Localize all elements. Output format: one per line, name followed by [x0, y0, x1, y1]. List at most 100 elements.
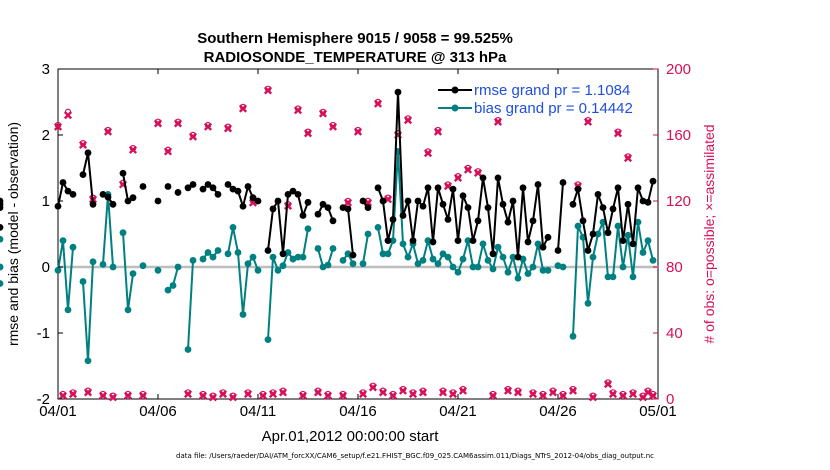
plot-area — [57, 68, 659, 400]
bias-point — [299, 253, 307, 261]
obs-assimilated-stroke — [198, 391, 208, 400]
x-tick-label: 04/16 — [339, 403, 377, 420]
rmse-point — [209, 184, 217, 192]
rmse-point — [154, 197, 162, 205]
y-tick-label-left: -2 — [37, 391, 50, 408]
obs-assimilated-point — [453, 173, 463, 182]
bias-point — [589, 253, 597, 261]
obs-assimilated-stroke — [343, 198, 353, 207]
rmse-point — [109, 200, 117, 208]
obs-assimilated-stroke — [53, 122, 63, 131]
rmse-point — [264, 247, 272, 254]
bias-point — [314, 245, 322, 252]
rmse-point — [129, 194, 137, 202]
obs-assimilated-point — [303, 129, 313, 138]
obs-assimilated-point — [353, 127, 363, 136]
bias-point — [64, 306, 72, 314]
bias-point — [584, 299, 592, 307]
x-tick-label: 05/01 — [639, 403, 677, 420]
bias-point — [449, 263, 457, 271]
obs-assimilated-point — [618, 391, 628, 400]
bias-point — [129, 270, 137, 277]
obs-assimilated-stroke — [108, 393, 118, 402]
rmse-point — [164, 183, 172, 190]
rmse-point — [644, 198, 652, 206]
rmse-point — [424, 184, 432, 192]
legend-box — [430, 75, 652, 117]
rmse-point — [199, 185, 207, 193]
y-tick-label-right: 80 — [666, 259, 683, 276]
bias-point — [414, 260, 422, 268]
rmse-point — [254, 197, 262, 205]
rmse-point — [84, 149, 92, 157]
rmse-point — [454, 237, 462, 245]
bias-point — [604, 273, 612, 281]
rmse-point — [609, 205, 617, 213]
y-tick-label-right: 120 — [666, 193, 691, 210]
obs-assimilated-stroke — [128, 145, 138, 154]
rmse-point — [524, 238, 532, 246]
obs-assimilated-stroke — [263, 86, 273, 95]
obs-assimilated-point — [228, 393, 238, 402]
rmse-point — [79, 171, 87, 179]
obs-assimilated-stroke — [608, 390, 618, 399]
rmse-point — [519, 184, 527, 192]
rmse-point — [274, 197, 282, 205]
obs-assimilated-stroke — [188, 132, 198, 141]
obs-assimilated-stroke — [353, 127, 363, 136]
rmse-point — [344, 205, 352, 213]
obs-assimilated-point — [493, 117, 503, 126]
obs-assimilated-point — [68, 390, 78, 399]
rmse-point — [504, 218, 512, 226]
rmse-point — [604, 229, 612, 237]
rmse-point — [234, 187, 242, 195]
obs-assimilated-stroke — [243, 390, 253, 399]
bias-point — [419, 257, 427, 264]
obs-assimilated-point — [98, 391, 108, 400]
obs-assimilated-point — [628, 390, 638, 399]
x-tick-label: 04/26 — [539, 403, 577, 420]
bias-point — [279, 262, 287, 270]
obs-assimilated-stroke — [278, 388, 288, 397]
obs-assimilated-point — [78, 140, 88, 149]
bias-point — [224, 250, 232, 258]
bias-point — [304, 225, 312, 233]
bias-point — [514, 274, 522, 282]
rmse-point — [574, 185, 582, 193]
bias-point — [534, 240, 542, 248]
bias-point — [239, 311, 247, 318]
rmse-point — [299, 212, 307, 219]
bias-point — [269, 253, 277, 261]
obs-assimilated-point — [463, 165, 473, 174]
rmse-point — [329, 217, 337, 225]
bias-point — [109, 263, 117, 271]
legend: rmse grand pr = 1.1084 bias grand pr = 0… — [430, 75, 652, 117]
obs-assimilated-point — [203, 122, 213, 131]
bias-point — [79, 278, 87, 285]
obs-assimilated-point — [623, 154, 633, 163]
rmse-point — [279, 250, 287, 258]
rmse-point — [89, 200, 97, 208]
obs-assimilated-point — [318, 109, 328, 118]
rmse-point — [399, 212, 407, 219]
rmse-point — [389, 216, 397, 223]
obs-assimilated-point — [368, 383, 378, 392]
legend-bias-marker — [451, 104, 459, 112]
obs-assimilated-point — [528, 390, 538, 399]
bias-point — [54, 266, 62, 274]
obs-assimilated-point — [128, 145, 138, 154]
rmse-point — [554, 247, 562, 254]
obs-assimilated-point — [218, 390, 228, 399]
obs-assimilated-stroke — [458, 386, 468, 395]
bias-point — [459, 255, 467, 263]
obs-assimilated-stroke — [438, 388, 448, 397]
bias-point — [214, 247, 222, 254]
rmse-point — [439, 200, 447, 208]
obs-assimilated-stroke — [103, 127, 113, 136]
bias-point — [444, 253, 452, 261]
obs-assimilated-stroke — [528, 390, 538, 399]
obs-assimilated-stroke — [568, 386, 578, 395]
rmse-point — [649, 177, 657, 185]
bias-point — [244, 260, 252, 268]
obs-assimilated-point — [608, 390, 618, 399]
